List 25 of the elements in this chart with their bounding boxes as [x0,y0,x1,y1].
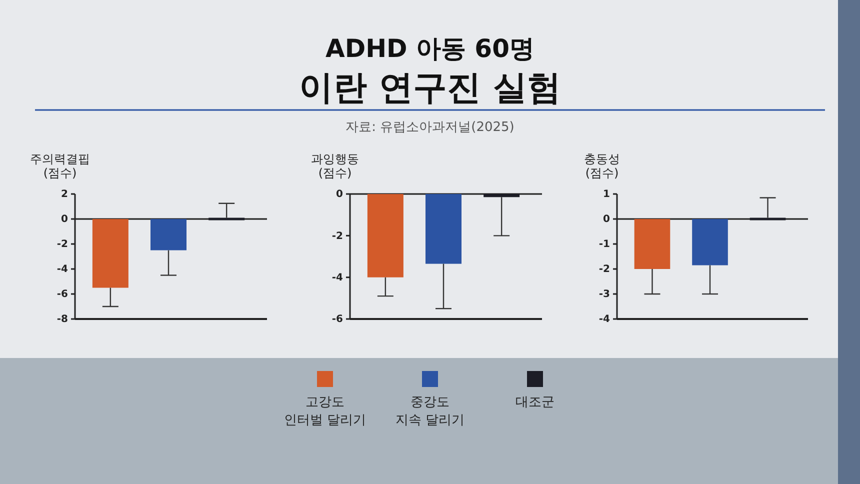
y-tick-label: -6 [56,289,68,300]
y-axis-title: 과잉행동 (점수) [311,152,359,180]
y-tick-label: 0 [603,214,610,226]
chart-subtitle: 이란 연구진 실험 [299,68,561,108]
y-tick-label: -2 [56,239,68,250]
legend-label: 대조군 [516,395,554,410]
y-tick-label: -3 [598,289,610,300]
legend-label: 중강도 지속 달리기 [395,395,465,428]
y-tick-label: -2 [332,230,344,242]
chart-title: ADHD 아동 60명 [326,34,534,63]
y-axis-title: 충동성 (점수) [584,152,620,180]
y-tick-label: 0 [336,189,344,200]
y-tick-label: -6 [332,314,344,326]
legend-label: 고강도 인터벌 달리기 [284,395,366,428]
y-tick-label: 2 [61,189,68,200]
text: 자료: 유럽소아과저널(2025) [346,120,514,135]
y-tick-label: 1 [603,189,610,200]
y-tick-label: 0 [61,214,68,226]
y-tick-label: -2 [598,264,610,276]
y-tick-label: -8 [56,314,68,326]
y-axis-title: 주의력결핍 (점수) [30,152,90,180]
y-tick-label: -4 [598,314,610,326]
y-tick-label: -4 [56,264,68,276]
y-tick-label: -1 [598,239,610,250]
y-tick-label: -4 [332,272,344,284]
